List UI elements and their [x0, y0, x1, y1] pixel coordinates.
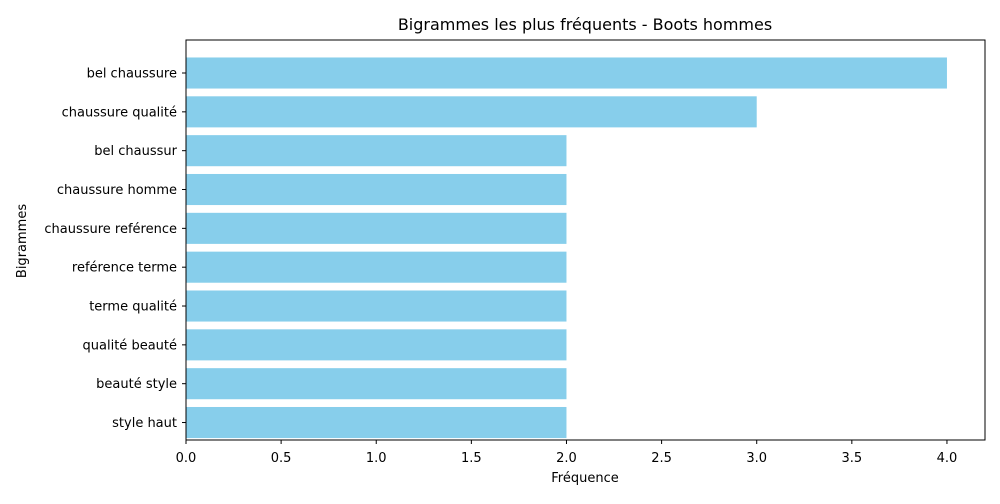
bar: [186, 290, 567, 322]
bar: [186, 173, 567, 206]
x-axis-label: Fréquence: [551, 471, 618, 486]
y-tick-label: chaussure qualité: [62, 105, 177, 120]
bar: [186, 96, 757, 128]
x-tick-label: 0.5: [271, 451, 292, 466]
y-tick-label: bel chaussur: [94, 144, 177, 159]
x-tick-label: 2.0: [556, 451, 577, 466]
bars-layer: [186, 57, 947, 439]
x-tick-label: 4.0: [937, 451, 958, 466]
y-tick-label: bel chaussure: [87, 67, 177, 82]
bar: [186, 57, 947, 89]
x-tick-label: 2.5: [651, 451, 672, 466]
bar: [186, 406, 567, 439]
y-tick-label: chaussure reférence: [44, 222, 177, 237]
chart-title: Bigrammes les plus fréquents - Boots hom…: [398, 15, 772, 34]
x-tick-label: 0.0: [176, 451, 197, 466]
axes-layer: bel chaussure chaussure qualité bel chauss…: [44, 39, 986, 466]
y-tick-label: reférence terme: [72, 261, 177, 276]
y-tick-label: terme qualité: [89, 300, 177, 315]
y-tick-label: style haut: [112, 416, 177, 431]
bar: [186, 135, 567, 167]
bar: [186, 329, 567, 361]
bar: [186, 368, 567, 400]
x-tick-label: 1.5: [461, 451, 482, 466]
x-tick-label: 3.5: [841, 451, 862, 466]
y-axis-label: Bigrammes: [15, 204, 30, 278]
y-tick-label: beauté style: [96, 377, 177, 392]
x-tick-label: 3.0: [746, 451, 767, 466]
y-tick-label: qualité beauté: [83, 338, 177, 353]
bar: [186, 251, 567, 283]
bar: [186, 212, 567, 244]
y-tick-label: chaussure homme: [57, 183, 177, 198]
x-tick-label: 1.0: [366, 451, 387, 466]
plot-frame: [185, 39, 986, 441]
